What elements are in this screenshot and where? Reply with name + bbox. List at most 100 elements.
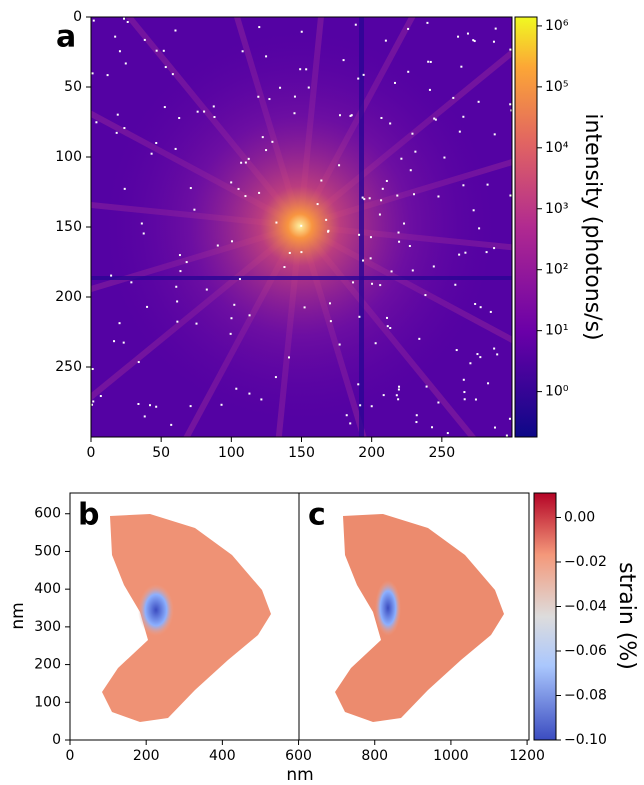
hot-pixel	[124, 62, 127, 65]
hot-pixel	[195, 322, 198, 325]
colorbar-tick-label: 10⁶	[545, 18, 569, 34]
hot-pixel	[146, 305, 149, 308]
hot-pixel	[407, 27, 410, 30]
hot-pixel	[352, 281, 355, 284]
hot-pixel	[220, 403, 223, 406]
hot-pixel	[122, 341, 125, 344]
hot-pixel	[357, 383, 360, 386]
hot-pixel	[509, 103, 512, 106]
hot-pixel	[176, 320, 179, 323]
hot-pixel	[230, 181, 233, 184]
hot-pixel	[123, 17, 126, 20]
hot-pixel	[265, 149, 268, 152]
hot-pixel	[458, 253, 461, 256]
hot-pixel	[415, 414, 418, 417]
hot-pixel	[369, 236, 372, 239]
hot-pixel	[325, 218, 328, 221]
hot-pixel	[248, 392, 251, 395]
hot-pixel	[474, 302, 477, 305]
y-tick-label: 400	[34, 581, 61, 597]
hot-pixel	[358, 315, 361, 318]
hot-pixel	[338, 114, 341, 117]
hot-pixel	[354, 23, 357, 26]
hot-pixel	[213, 116, 216, 119]
hot-pixel	[509, 194, 512, 197]
hot-pixel	[411, 269, 414, 272]
hot-pixel	[462, 378, 465, 381]
hot-pixel	[92, 19, 95, 22]
hot-pixel	[248, 314, 251, 317]
hot-pixel	[510, 109, 512, 112]
hot-pixel	[457, 35, 460, 38]
hot-pixel	[174, 147, 177, 150]
colorbar	[514, 16, 538, 438]
y-tick-label: 100	[34, 694, 61, 710]
hot-pixel	[299, 68, 302, 71]
colorbar	[533, 492, 557, 741]
hot-pixel	[463, 398, 466, 401]
hot-pixel	[411, 132, 414, 135]
strain-spot	[203, 701, 213, 711]
hot-pixel	[288, 251, 291, 254]
hot-pixel	[305, 68, 308, 71]
hot-pixel	[357, 77, 360, 80]
x-tick-label: 1200	[509, 748, 545, 764]
hot-pixel	[178, 117, 181, 120]
hot-pixel	[454, 283, 457, 286]
hot-pixel	[428, 88, 431, 91]
hot-pixel	[485, 251, 488, 254]
hot-pixel	[446, 432, 449, 435]
hot-pixel	[426, 21, 429, 24]
hot-pixel	[414, 150, 417, 153]
hot-pixel	[494, 27, 497, 30]
hot-pixel	[193, 208, 196, 211]
x-tick-label: 50	[152, 445, 170, 461]
hot-pixel	[407, 70, 410, 73]
hot-pixel	[496, 353, 499, 356]
hot-pixel	[237, 187, 240, 190]
hot-pixel	[469, 362, 472, 365]
hot-pixel	[433, 117, 436, 120]
hot-pixel	[268, 98, 271, 101]
colorbar-tick-label: 10⁴	[545, 140, 569, 156]
colorbar-tick-label: −0.06	[564, 643, 607, 659]
y-tick-label: 150	[55, 219, 82, 235]
hot-pixel	[413, 193, 416, 196]
hot-pixel	[216, 244, 219, 247]
hot-pixel	[472, 209, 475, 212]
hot-pixel	[363, 198, 366, 201]
panel-label: b	[78, 498, 99, 533]
hot-pixel	[486, 183, 489, 186]
hot-pixel	[369, 257, 372, 260]
hot-pixel	[508, 417, 511, 420]
hot-pixel	[175, 285, 178, 288]
hot-pixel	[474, 398, 477, 401]
hot-pixel	[265, 55, 268, 58]
hot-pixel	[293, 95, 296, 98]
hot-pixel	[155, 405, 158, 408]
hot-pixel	[258, 26, 261, 29]
hot-pixel	[386, 325, 389, 328]
hot-pixel	[385, 316, 388, 319]
hot-pixel	[91, 403, 94, 406]
colorbar-tick-label: 10¹	[545, 323, 568, 339]
hot-pixel	[140, 222, 143, 225]
hot-pixel	[99, 395, 102, 398]
hot-pixel	[374, 342, 377, 345]
hot-pixel	[437, 401, 440, 404]
hot-pixel	[115, 131, 118, 134]
hot-pixel	[398, 385, 401, 388]
hot-pixel	[458, 130, 461, 133]
hot-pixel	[509, 48, 512, 51]
hot-pixel	[397, 398, 400, 401]
x-tick-label: 600	[285, 748, 312, 764]
hot-pixel	[362, 259, 365, 262]
y-tick-label: 50	[64, 79, 82, 95]
hot-pixel	[408, 244, 411, 247]
hot-pixel	[487, 382, 490, 385]
hot-pixel	[118, 50, 121, 53]
strain-spot	[116, 585, 126, 595]
hot-pixel	[271, 140, 274, 143]
hot-pixel	[110, 274, 113, 277]
